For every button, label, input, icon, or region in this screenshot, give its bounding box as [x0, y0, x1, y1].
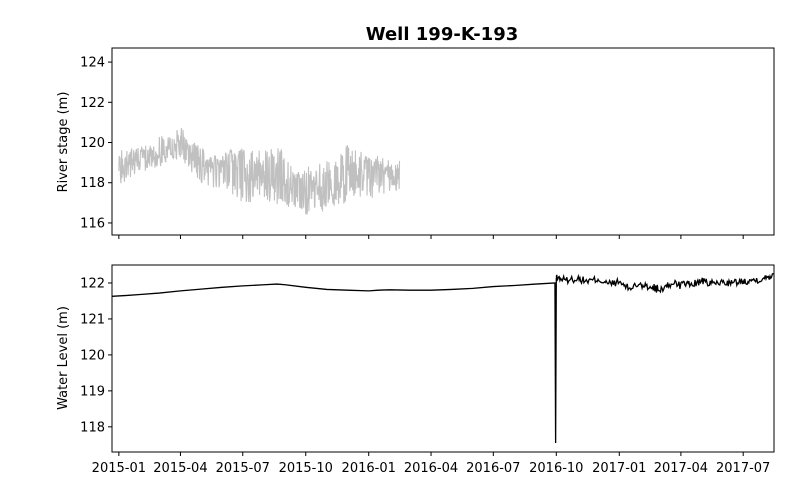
bottom-y-ticks: 118 119 120 121 122 — [80, 276, 112, 435]
x-tick-label: 2016-10 — [529, 461, 583, 476]
x-tick-label: 2016-01 — [342, 461, 396, 476]
x-tick-label: 2017-07 — [716, 461, 770, 476]
y-tick-label: 120 — [80, 348, 105, 363]
y-tick-label: 122 — [80, 276, 105, 291]
x-tick-label: 2015-04 — [153, 461, 207, 476]
y-tick-label: 121 — [80, 312, 105, 327]
top-x-ticks — [118, 235, 744, 239]
bottom-y-axis-label: Water Level (m) — [56, 306, 71, 410]
chart-title: Well 199-K-193 — [366, 24, 519, 45]
y-tick-label: 120 — [80, 136, 105, 151]
y-tick-label: 118 — [80, 420, 105, 435]
x-tick-label: 2015-10 — [279, 461, 333, 476]
x-tick-label: 2015-01 — [92, 461, 146, 476]
bottom-plot-frame — [111, 264, 775, 453]
top-panel: 116 118 120 122 124 River stage (m) — [56, 47, 775, 239]
water-level-line — [111, 273, 775, 444]
y-tick-label: 116 — [80, 216, 105, 231]
river-stage-series — [118, 127, 401, 215]
x-tick-label: 2017-04 — [654, 461, 708, 476]
top-y-axis-label: River stage (m) — [56, 92, 71, 193]
x-tick-label: 2015-07 — [216, 461, 270, 476]
river-stage-line — [118, 127, 401, 215]
y-tick-label: 122 — [80, 96, 105, 111]
bottom-x-ticks: 2015-01 2015-04 2015-07 2015-10 2016-01 2016-… — [92, 452, 770, 476]
top-y-ticks: 116 118 120 122 124 — [80, 56, 112, 231]
x-tick-label: 2016-04 — [404, 461, 458, 476]
x-tick-label: 2017-01 — [592, 461, 646, 476]
top-plot-frame — [111, 47, 775, 236]
y-tick-label: 124 — [80, 56, 105, 71]
water-level-series — [111, 273, 775, 444]
y-tick-label: 118 — [80, 176, 105, 191]
x-tick-label: 2016-07 — [466, 461, 520, 476]
y-tick-label: 119 — [80, 384, 105, 399]
